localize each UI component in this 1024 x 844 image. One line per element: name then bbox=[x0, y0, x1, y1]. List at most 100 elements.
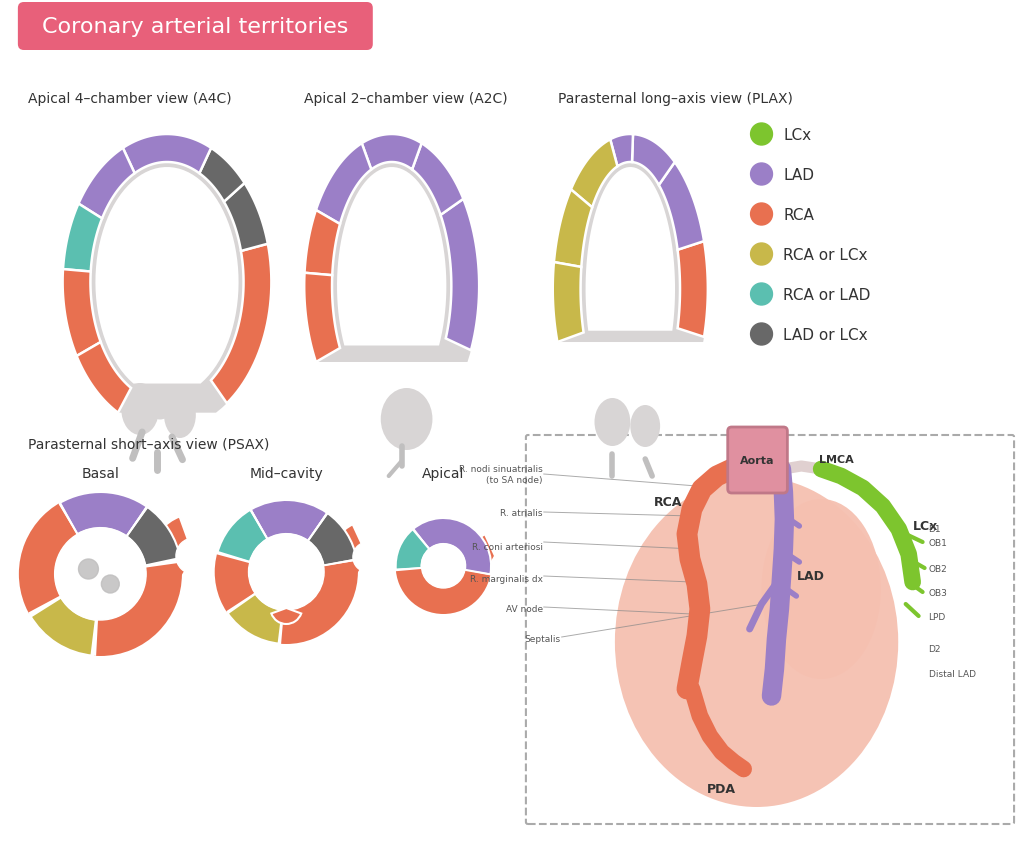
Polygon shape bbox=[553, 135, 708, 343]
Polygon shape bbox=[211, 245, 271, 403]
Wedge shape bbox=[278, 610, 283, 644]
Ellipse shape bbox=[762, 500, 881, 679]
Text: PDA: PDA bbox=[708, 782, 736, 796]
Wedge shape bbox=[413, 528, 430, 549]
Wedge shape bbox=[58, 503, 78, 535]
Wedge shape bbox=[332, 525, 368, 588]
Ellipse shape bbox=[631, 405, 660, 447]
Polygon shape bbox=[553, 262, 584, 343]
Polygon shape bbox=[304, 135, 479, 363]
Polygon shape bbox=[304, 211, 340, 276]
Text: Basal: Basal bbox=[82, 467, 120, 480]
Ellipse shape bbox=[614, 478, 898, 807]
Circle shape bbox=[55, 529, 145, 619]
Text: D1: D1 bbox=[929, 525, 941, 534]
Circle shape bbox=[176, 538, 212, 574]
Wedge shape bbox=[227, 594, 283, 644]
Text: RCA: RCA bbox=[783, 208, 814, 222]
Text: R. atrialis: R. atrialis bbox=[501, 508, 543, 517]
Polygon shape bbox=[200, 149, 245, 203]
Text: LCx: LCx bbox=[912, 520, 938, 533]
Ellipse shape bbox=[381, 388, 432, 451]
Text: LPD: LPD bbox=[929, 612, 946, 621]
Wedge shape bbox=[250, 510, 268, 540]
Polygon shape bbox=[63, 204, 102, 273]
Ellipse shape bbox=[595, 398, 631, 446]
Polygon shape bbox=[316, 144, 372, 225]
Wedge shape bbox=[251, 500, 328, 541]
Text: AV node: AV node bbox=[506, 605, 543, 614]
Text: Apical: Apical bbox=[422, 467, 465, 480]
Text: LMCA: LMCA bbox=[819, 454, 854, 464]
Polygon shape bbox=[610, 135, 633, 167]
Circle shape bbox=[79, 560, 98, 579]
Wedge shape bbox=[153, 517, 194, 592]
Polygon shape bbox=[77, 343, 131, 414]
Wedge shape bbox=[145, 557, 181, 568]
Polygon shape bbox=[123, 135, 211, 174]
Polygon shape bbox=[224, 184, 268, 252]
Polygon shape bbox=[361, 135, 422, 170]
Wedge shape bbox=[226, 593, 255, 614]
Wedge shape bbox=[217, 551, 250, 562]
Circle shape bbox=[249, 534, 324, 610]
FancyBboxPatch shape bbox=[728, 428, 787, 494]
Wedge shape bbox=[307, 512, 329, 542]
Circle shape bbox=[751, 323, 772, 345]
Wedge shape bbox=[127, 507, 180, 566]
Circle shape bbox=[353, 543, 383, 572]
Polygon shape bbox=[337, 168, 446, 346]
Wedge shape bbox=[413, 518, 492, 575]
Text: OB2: OB2 bbox=[929, 564, 947, 573]
Polygon shape bbox=[571, 140, 617, 208]
Text: R. marginalis dx: R. marginalis dx bbox=[470, 575, 543, 584]
Circle shape bbox=[101, 576, 119, 593]
Text: OB3: OB3 bbox=[929, 587, 947, 597]
Wedge shape bbox=[126, 506, 148, 537]
Text: Apical 4–chamber view (A4C): Apical 4–chamber view (A4C) bbox=[28, 92, 231, 106]
Wedge shape bbox=[308, 513, 356, 565]
Text: LAD: LAD bbox=[798, 570, 825, 583]
Polygon shape bbox=[412, 144, 463, 215]
Wedge shape bbox=[395, 529, 429, 571]
Text: Apical 2–chamber view (A2C): Apical 2–chamber view (A2C) bbox=[304, 92, 508, 106]
Wedge shape bbox=[215, 500, 357, 644]
Text: D2: D2 bbox=[929, 645, 941, 654]
Circle shape bbox=[751, 124, 772, 146]
Polygon shape bbox=[440, 199, 479, 351]
Text: Coronary arterial territories: Coronary arterial territories bbox=[42, 17, 348, 37]
Wedge shape bbox=[30, 598, 96, 656]
Ellipse shape bbox=[121, 383, 159, 436]
Polygon shape bbox=[632, 135, 675, 186]
Text: Parasternal long–axis view (PLAX): Parasternal long–axis view (PLAX) bbox=[558, 92, 793, 106]
Polygon shape bbox=[95, 168, 239, 384]
Wedge shape bbox=[465, 570, 490, 576]
Text: LCx: LCx bbox=[783, 127, 812, 143]
Ellipse shape bbox=[146, 385, 174, 420]
Circle shape bbox=[423, 545, 464, 587]
Text: Aorta: Aorta bbox=[740, 456, 775, 465]
Text: OB1: OB1 bbox=[929, 538, 947, 547]
Wedge shape bbox=[395, 567, 422, 571]
Wedge shape bbox=[471, 534, 495, 577]
Text: RCA or LCx: RCA or LCx bbox=[783, 247, 868, 262]
Polygon shape bbox=[658, 163, 705, 251]
Circle shape bbox=[751, 203, 772, 225]
Text: Distal LAD: Distal LAD bbox=[929, 669, 976, 679]
Circle shape bbox=[751, 244, 772, 266]
Circle shape bbox=[751, 164, 772, 186]
Text: Mid–cavity: Mid–cavity bbox=[250, 467, 324, 480]
Circle shape bbox=[250, 535, 324, 609]
Wedge shape bbox=[217, 510, 267, 562]
Text: R. nodi sinuatrialis
(to SA node): R. nodi sinuatrialis (to SA node) bbox=[459, 465, 543, 484]
Wedge shape bbox=[271, 609, 301, 625]
Circle shape bbox=[751, 284, 772, 306]
Ellipse shape bbox=[164, 392, 196, 439]
Wedge shape bbox=[395, 518, 492, 614]
Text: RCA: RCA bbox=[653, 496, 682, 509]
Wedge shape bbox=[59, 492, 147, 537]
Polygon shape bbox=[586, 168, 675, 332]
Text: LAD or LCx: LAD or LCx bbox=[783, 327, 868, 342]
Circle shape bbox=[54, 528, 146, 620]
FancyBboxPatch shape bbox=[17, 3, 373, 51]
